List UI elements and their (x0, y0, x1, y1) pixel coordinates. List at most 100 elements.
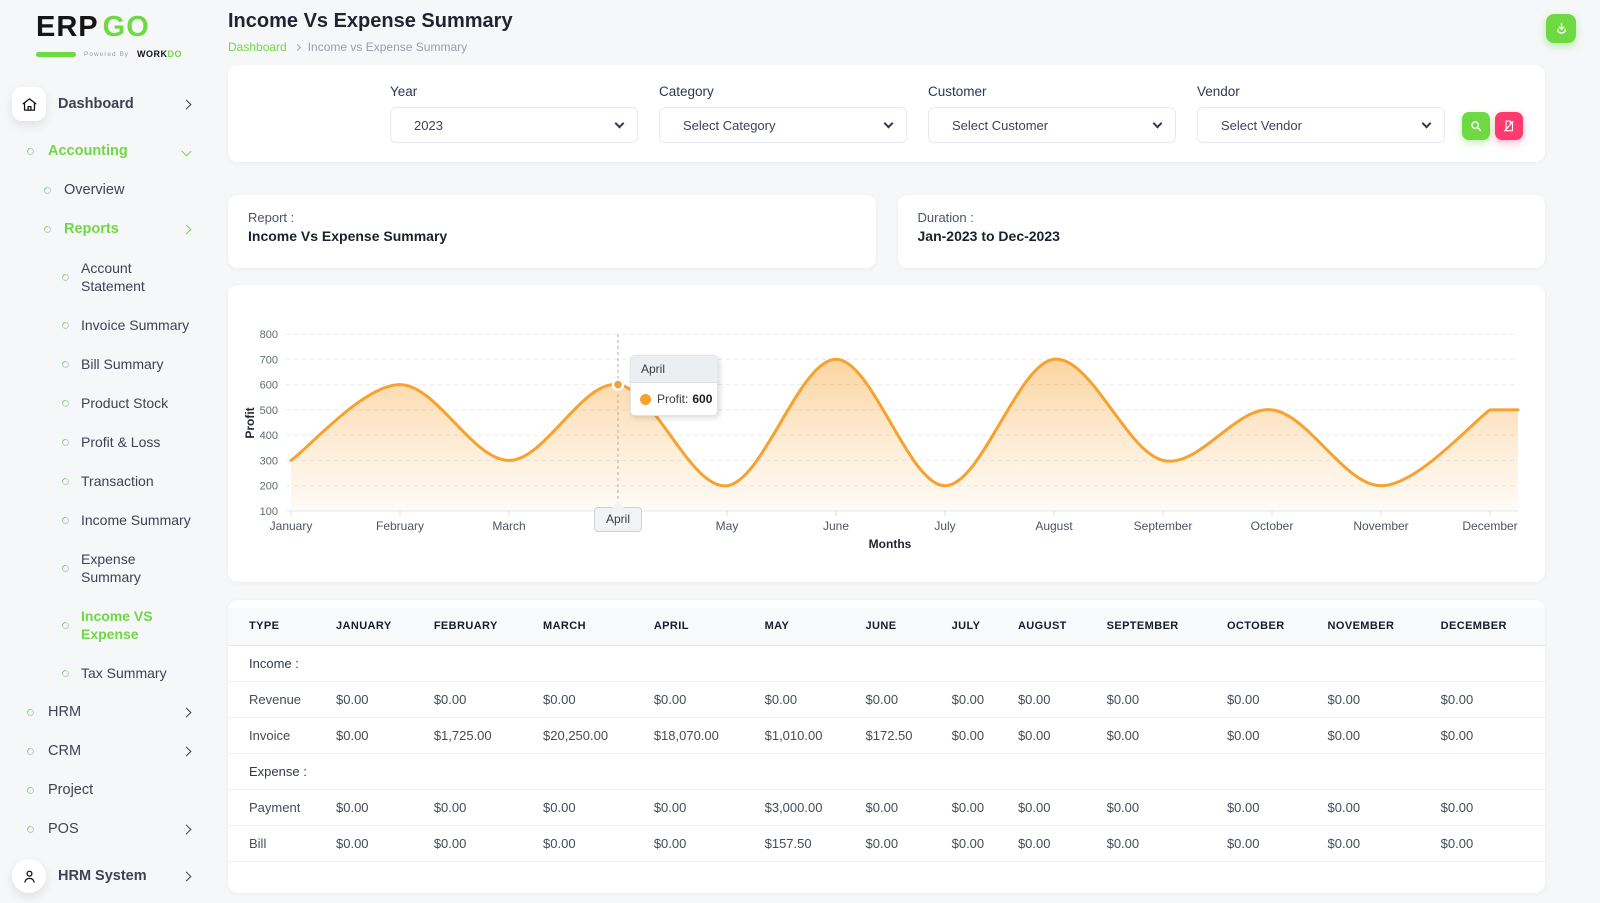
cell-value: $0.00 (1218, 681, 1320, 718)
cell-value: $0.00 (1098, 681, 1219, 718)
cell-value: $0.00 (1319, 681, 1433, 718)
sidebar-item-label: Expense Summary (81, 551, 141, 585)
sidebar-item-accounting[interactable]: Accounting (12, 142, 198, 160)
sidebar-item-dashboard[interactable]: Dashboard (12, 87, 198, 121)
bullet-icon (60, 563, 71, 573)
year-select-value: 2023 (414, 117, 443, 133)
table-section-row: Expense : (228, 753, 1545, 790)
svg-text:400: 400 (260, 430, 278, 442)
cell-value: $0.00 (1432, 717, 1545, 754)
category-select[interactable]: Select Category (659, 107, 907, 143)
sidebar-item-crm[interactable]: CRM (12, 742, 198, 760)
cell-value: $20,250.00 (535, 717, 646, 754)
bullet-icon (25, 707, 36, 717)
breadcrumb: Dashboard Income vs Expense Summary (228, 40, 1545, 54)
sidebar-nav: Dashboard Accounting Overview Reports Ac… (12, 87, 198, 893)
x-axis-highlighted-label: April (593, 502, 643, 532)
customer-select[interactable]: Select Customer (928, 107, 1176, 143)
report-value: Income Vs Expense Summary (248, 228, 448, 244)
sidebar-item-invoice-summary[interactable]: Invoice Summary (12, 316, 198, 334)
svg-text:May: May (716, 519, 739, 533)
chevron-right-icon (181, 707, 192, 717)
cell-value: $0.00 (425, 825, 536, 862)
vendor-label: Vendor (1197, 84, 1240, 99)
sidebar-item-label: Overview (64, 182, 125, 198)
sidebar-item-overview[interactable]: Overview (12, 181, 198, 199)
sidebar-item-expense-summary[interactable]: Expense Summary (12, 550, 198, 586)
svg-text:October: October (1251, 519, 1294, 533)
sidebar-item-account-statement[interactable]: Account Statement (12, 259, 198, 295)
cell-value: $0.00 (1432, 789, 1545, 826)
sidebar-item-hrm-system[interactable]: HRM System (12, 859, 198, 893)
cell-value: $18,070.00 (645, 717, 757, 754)
cell-value: $0.00 (328, 717, 426, 754)
row-type: Revenue (228, 681, 328, 718)
cell-value: $0.00 (645, 789, 757, 826)
workdo-accent: DO (167, 49, 183, 59)
sidebar-item-label: Profit & Loss (81, 434, 161, 450)
profit-chart-card: 100 200 300 400 500 600 700 800 January February M… (228, 285, 1545, 582)
file-slash-icon (1502, 119, 1516, 133)
cell-value: $0.00 (943, 717, 1010, 754)
column-header: TYPE (228, 608, 328, 646)
bullet-icon (60, 359, 71, 369)
cell-value: $0.00 (857, 789, 944, 826)
column-header: APRIL (645, 608, 757, 646)
sidebar-item-income-summary[interactable]: Income Summary (12, 511, 198, 529)
sidebar-item-income-vs-expense[interactable]: Income VS Expense (12, 607, 198, 643)
table-section-row: Income : (228, 645, 1545, 682)
search-button[interactable] (1462, 111, 1490, 140)
report-card: Report : Income Vs Expense Summary (228, 195, 876, 268)
bullet-icon (60, 320, 71, 330)
sidebar-item-pos[interactable]: POS (12, 820, 198, 838)
table-row: Payment $0.00 $0.00 $0.00 $0.00 $3,000.00 $0.0… (228, 789, 1545, 826)
sidebar-item-profit-loss[interactable]: Profit & Loss (12, 433, 198, 451)
cell-value: $0.00 (645, 681, 757, 718)
sidebar-item-bill-summary[interactable]: Bill Summary (12, 355, 198, 373)
download-button[interactable] (1546, 14, 1576, 43)
svg-text:200: 200 (260, 481, 278, 493)
cell-value: $0.00 (1218, 717, 1320, 754)
info-cards: Report : Income Vs Expense Summary Durat… (228, 195, 1545, 268)
cell-value: $0.00 (1098, 717, 1219, 754)
bullet-icon (42, 224, 53, 234)
powered-by-label: Powered By (84, 50, 130, 58)
duration-label: Duration : (917, 210, 974, 225)
column-header: SEPTEMBER (1098, 608, 1219, 646)
column-header: JULY (943, 608, 1010, 646)
svg-text:June: June (823, 519, 849, 533)
sidebar-item-label: Account Statement (81, 260, 145, 294)
download-icon (1554, 21, 1569, 36)
year-select[interactable]: 2023 (390, 107, 638, 143)
reset-filter-button[interactable] (1495, 111, 1523, 140)
category-label: Category (659, 84, 714, 99)
breadcrumb-dashboard-link[interactable]: Dashboard (228, 40, 287, 54)
chevron-right-icon (181, 99, 192, 109)
sidebar-item-project[interactable]: Project (12, 781, 198, 799)
column-header: NOVEMBER (1319, 608, 1433, 646)
svg-text:January: January (270, 519, 313, 533)
sidebar-item-tax-summary[interactable]: Tax Summary (12, 664, 198, 682)
cell-value: $0.00 (1319, 789, 1433, 826)
sidebar-item-label: Income VS Expense (81, 608, 153, 642)
cell-value: $172.50 (857, 717, 944, 754)
app-logo[interactable]: ERP GO (12, 12, 198, 47)
bullet-icon (25, 824, 36, 834)
cell-value: $1,010.00 (756, 717, 858, 754)
cell-value: $0.00 (425, 681, 536, 718)
svg-text:September: September (1134, 519, 1193, 533)
sidebar-item-product-stock[interactable]: Product Stock (12, 394, 198, 412)
sidebar-item-reports[interactable]: Reports (12, 220, 198, 238)
row-type: Bill (228, 825, 328, 862)
sidebar-item-transaction[interactable]: Transaction (12, 472, 198, 490)
column-header: FEBRUARY (425, 608, 536, 646)
sidebar-item-label: Dashboard (58, 96, 134, 112)
sidebar-item-hrm[interactable]: HRM (12, 703, 198, 721)
report-label: Report : (248, 210, 295, 225)
sidebar-item-label: Bill Summary (81, 356, 164, 372)
cell-value: $0.00 (857, 681, 944, 718)
vendor-select[interactable]: Select Vendor (1197, 107, 1445, 143)
duration-card: Duration : Jan-2023 to Dec-2023 (897, 195, 1545, 268)
sidebar-item-label: HRM System (58, 868, 147, 884)
x-axis-title: Months (869, 537, 912, 551)
